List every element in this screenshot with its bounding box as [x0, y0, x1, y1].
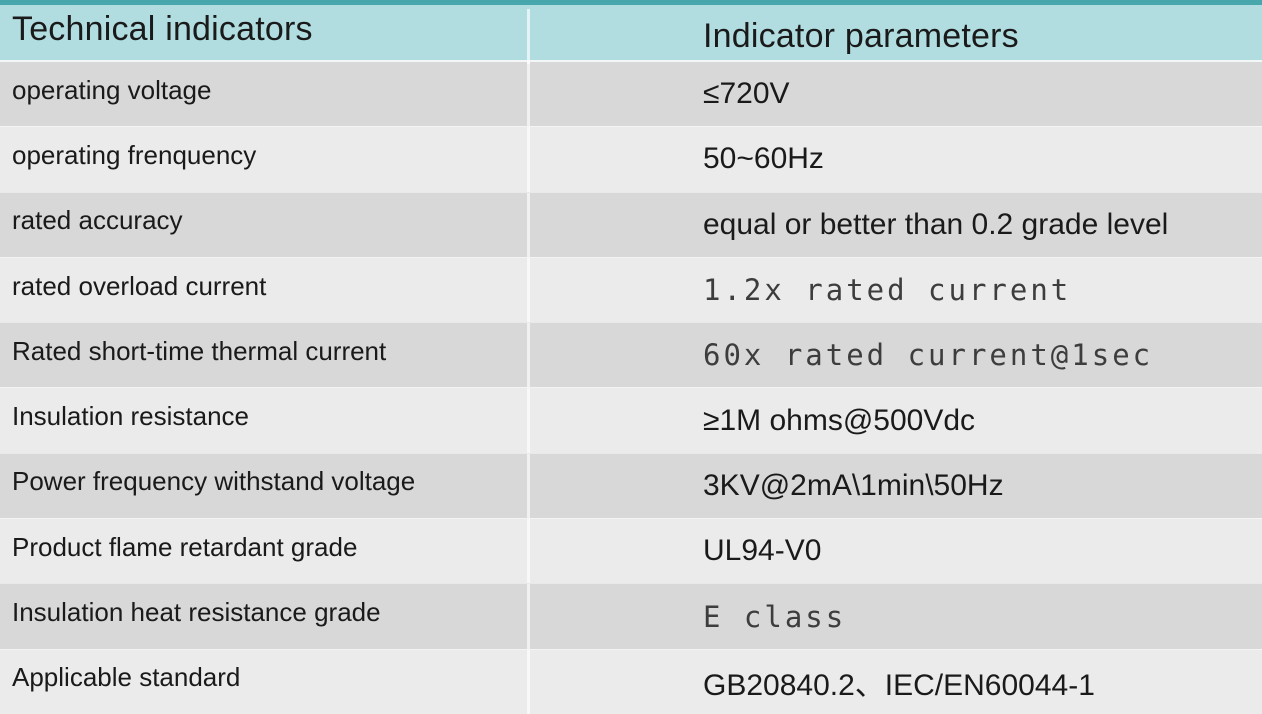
table-row: Product flame retardant grade UL94-V0 — [0, 518, 1262, 584]
table-header-row: Technical indicators Indicator parameter… — [0, 0, 1262, 64]
table-row: rated overload current 1.2x rated curren… — [0, 256, 1262, 323]
table-row: rated accuracy equal or better than 0.2 … — [0, 191, 1262, 257]
indicator-cell: Insulation heat resistance grade — [12, 597, 381, 628]
parameter-cell: 1.2x rated current — [527, 257, 1262, 323]
parameter-cell: UL94-V0 — [527, 519, 1262, 584]
indicator-cell: Rated short-time thermal current — [12, 335, 387, 366]
indicator-cell: Power frequency withstand voltage — [12, 466, 416, 497]
parameter-cell: ≥1M ohms@500Vdc — [527, 388, 1262, 453]
table-row: Applicable standard GB20840.2、IEC/EN6004… — [0, 648, 1262, 714]
table-row: Rated short-time thermal current 60x rat… — [0, 322, 1262, 388]
parameter-cell: E class — [527, 584, 1262, 649]
parameter-cell: equal or better than 0.2 grade level — [527, 192, 1262, 257]
table-row: Insulation heat resistance grade E class — [0, 583, 1262, 649]
column-header-indicator-parameters: Indicator parameters — [527, 9, 1262, 64]
indicator-cell: rated overload current — [12, 270, 267, 301]
parameter-cell: 3KV@2mA\1min\50Hz — [527, 453, 1262, 519]
table-row: operating voltage ≤720V — [0, 62, 1262, 127]
parameter-cell: 60x rated current@1sec — [527, 323, 1262, 388]
indicator-cell: Applicable standard — [12, 662, 241, 693]
column-header-technical-indicators: Technical indicators — [12, 10, 313, 48]
parameter-cell: GB20840.2、IEC/EN60044-1 — [527, 649, 1262, 714]
parameter-cell: ≤720V — [527, 62, 1262, 127]
table-row: Power frequency withstand voltage 3KV@2m… — [0, 452, 1262, 519]
indicator-cell: Insulation resistance — [12, 401, 250, 432]
indicator-cell: rated accuracy — [12, 205, 183, 236]
table-row: operating frenquency 50~60Hz — [0, 126, 1262, 192]
indicator-cell: Product flame retardant grade — [12, 531, 358, 562]
indicator-cell: operating frenquency — [12, 139, 257, 170]
indicator-cell: operating voltage — [12, 74, 212, 105]
parameter-cell: 50~60Hz — [527, 127, 1262, 192]
table-row: Insulation resistance ≥1M ohms@500Vdc — [0, 387, 1262, 453]
